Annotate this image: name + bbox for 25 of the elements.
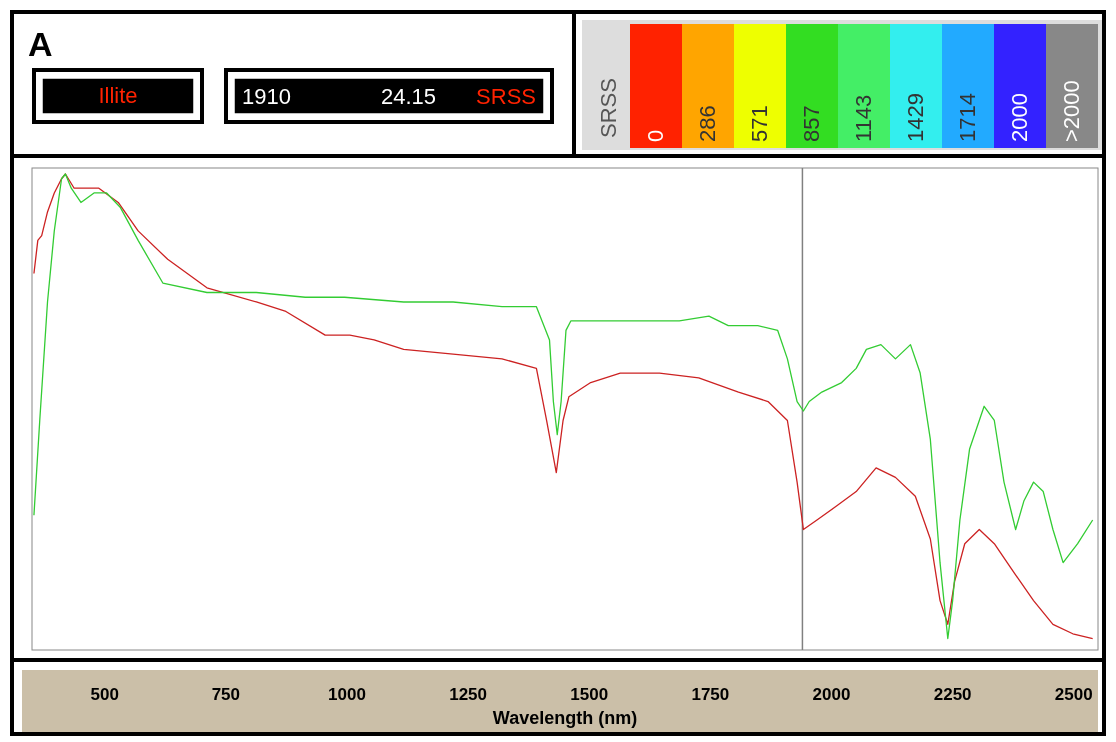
text: Illite: [98, 83, 138, 108]
text: 286: [695, 105, 720, 142]
text: SRSS: [596, 78, 621, 138]
x-tick-label: 2250: [933, 685, 972, 704]
text: 1714: [955, 93, 980, 142]
x-tick-label: 1750: [691, 685, 730, 704]
text: 1143: [851, 94, 876, 142]
x-tick-label: 2000: [812, 685, 851, 704]
x-tick-label: 500: [90, 685, 119, 704]
x-tick-label: 2500: [1054, 685, 1093, 704]
text: 0: [643, 129, 668, 142]
text: 857: [799, 105, 824, 142]
x-tick-label: 1000: [328, 685, 366, 704]
text: A: [28, 25, 53, 63]
text: 1910: [242, 84, 291, 109]
text: 571: [747, 105, 772, 142]
x-axis-title: Wavelength (nm): [492, 708, 638, 728]
x-tick-label: 1250: [449, 685, 487, 704]
text: 1429: [903, 93, 928, 142]
x-tick-label: 750: [211, 685, 241, 704]
text: SRSS: [476, 84, 536, 109]
text: 2000: [1007, 93, 1032, 142]
x-tick-label: 1500: [570, 685, 609, 704]
text: 24.15: [380, 84, 436, 109]
text: >2000: [1059, 80, 1084, 142]
